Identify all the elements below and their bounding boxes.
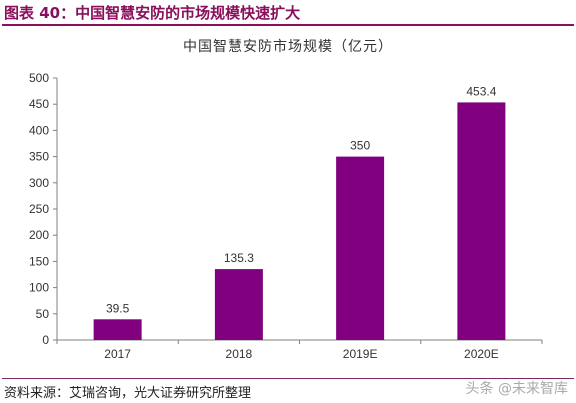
- x-tick-label: 2018: [226, 347, 253, 361]
- y-tick-label: 150: [29, 254, 49, 268]
- chart-title: 中国智慧安防市场规模（亿元）: [183, 39, 393, 55]
- figure-header: 图表 40：中国智慧安防的市场规模快速扩大: [0, 0, 576, 26]
- y-tick-label: 300: [29, 176, 49, 190]
- bar: [214, 269, 263, 340]
- x-tick-label: 2017: [104, 347, 131, 361]
- figure-title: 图表 40：中国智慧安防的市场规模快速扩大: [4, 4, 301, 22]
- x-tick-label: 2020E: [464, 347, 499, 361]
- data-label: 453.4: [466, 84, 496, 98]
- y-tick-label: 450: [29, 97, 49, 111]
- data-label: 135.3: [224, 251, 254, 265]
- chart-labels: 39.5 2017 135.3 2018 350 2019E 453.4 2020E: [104, 84, 498, 361]
- source-note: 资料来源：艾瑞咨询，光大证券研究所整理: [4, 386, 252, 401]
- x-tick-label: 2019E: [343, 347, 378, 361]
- y-tick-label: 0: [42, 333, 49, 347]
- y-tick-label: 200: [29, 228, 49, 242]
- y-tick-label: 500: [29, 71, 49, 85]
- bar: [336, 156, 385, 340]
- footer-rule: [2, 378, 574, 379]
- y-tick-label: 50: [36, 307, 50, 321]
- chart-bars: [93, 102, 506, 341]
- y-tick-label: 250: [29, 202, 49, 216]
- bar: [457, 102, 506, 341]
- data-label: 350: [350, 139, 370, 153]
- y-tick-label: 350: [29, 150, 49, 164]
- bar-chart: 0 50 100 150 200 250 300 350 400 450 500 39.5 2017 1…: [29, 71, 543, 361]
- y-tick-label: 100: [29, 281, 49, 295]
- bar: [93, 319, 142, 340]
- y-tick-label: 400: [29, 123, 49, 137]
- data-label: 39.5: [106, 301, 130, 315]
- header-rule: [2, 24, 574, 26]
- watermark: 头条 @未来智库: [465, 381, 568, 397]
